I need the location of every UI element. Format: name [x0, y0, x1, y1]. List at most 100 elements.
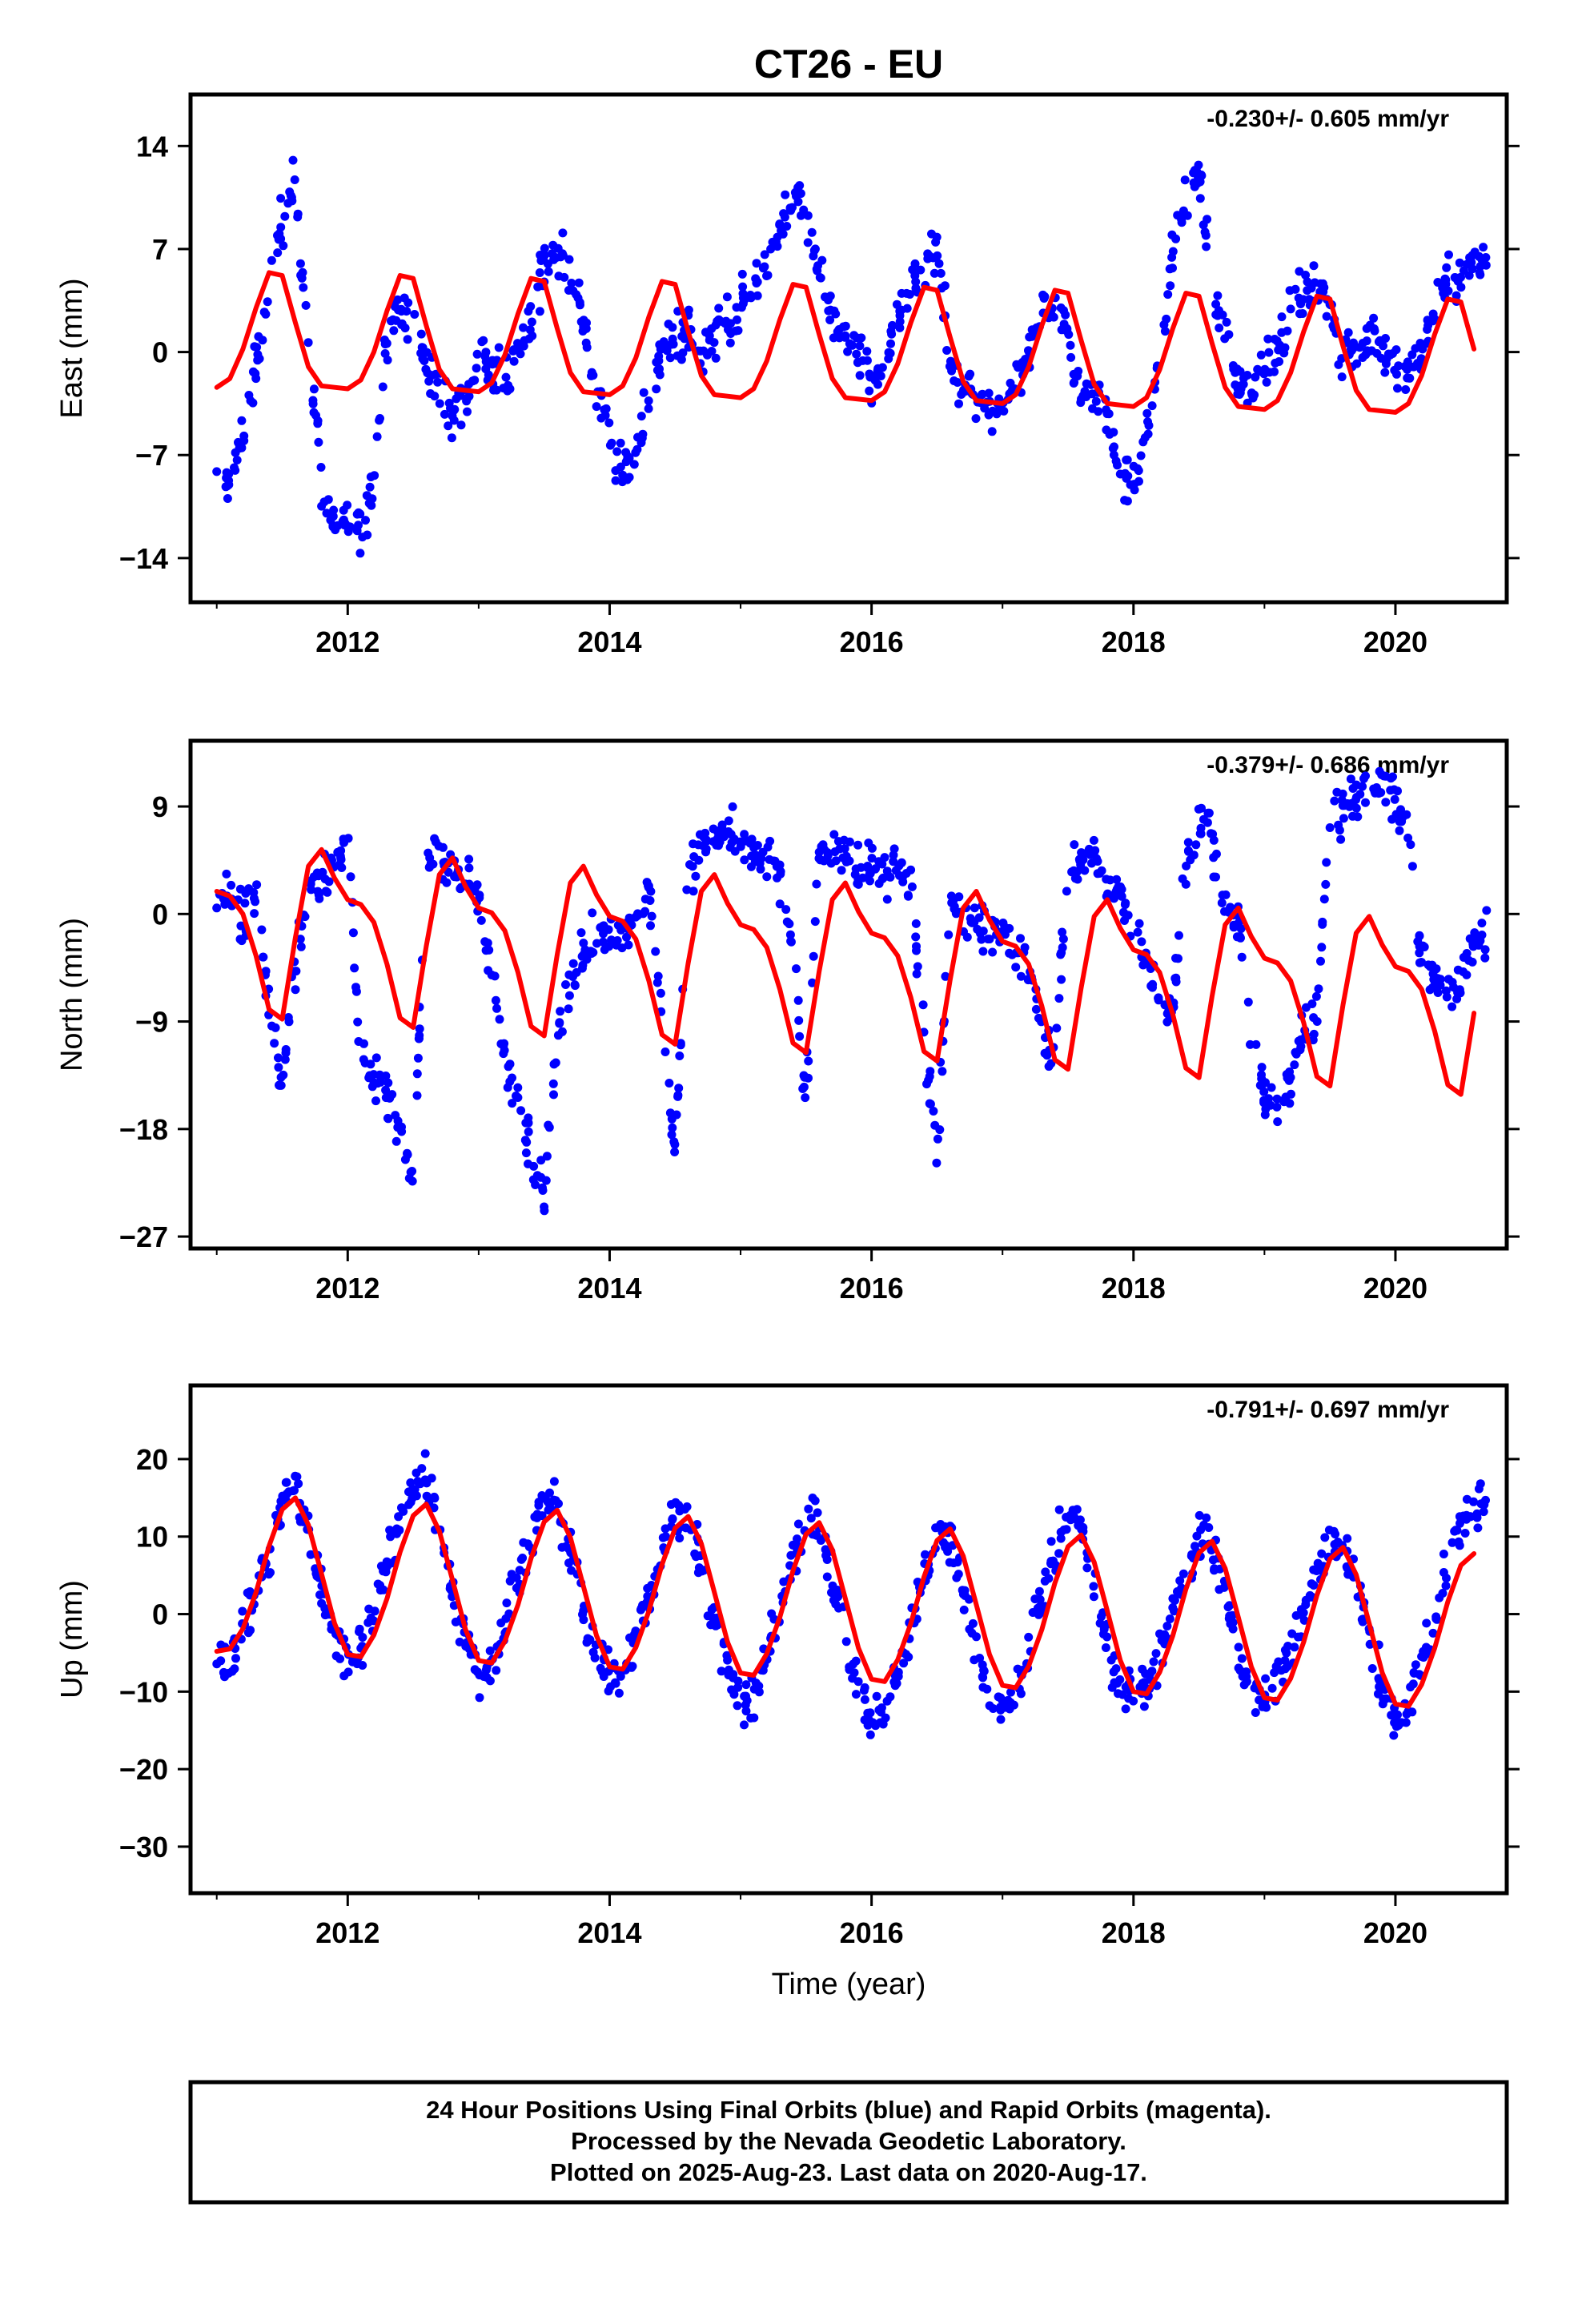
north-observation-point	[1334, 820, 1343, 830]
north-observation-point	[391, 1136, 401, 1146]
north-x-tick-label: 2012	[315, 1272, 379, 1305]
east-observation-point	[1069, 369, 1078, 379]
north-observation-point	[1089, 835, 1098, 845]
up-observation-point	[412, 1468, 421, 1478]
east-observation-point	[1277, 312, 1287, 322]
north-observation-point	[1474, 940, 1484, 950]
north-observation-point	[840, 844, 849, 854]
north-observation-point	[933, 1134, 942, 1144]
up-observation-point	[872, 1691, 881, 1701]
east-observation-point	[567, 279, 576, 287]
north-frame	[188, 738, 1509, 1251]
north-observation-point	[624, 940, 633, 950]
north-observation-point	[1433, 980, 1443, 990]
up-observation-point	[1466, 1512, 1476, 1522]
east-observation-point	[1195, 194, 1205, 203]
north-observation-point	[798, 1084, 808, 1093]
east-observation-point	[383, 356, 392, 365]
up-observation-point	[306, 1550, 315, 1559]
east-observation-point	[1110, 442, 1118, 452]
east-observation-point	[716, 316, 725, 326]
north-observation-point	[688, 862, 697, 871]
north-observation-point	[812, 879, 821, 889]
up-observation-point	[972, 1632, 981, 1642]
east-x-tick-label: 2014	[577, 625, 641, 658]
up-observation-point	[220, 1672, 229, 1682]
north-observation-point	[476, 915, 486, 925]
east-observation-point	[953, 378, 962, 387]
north-observation-point	[257, 925, 267, 935]
up-observation-point	[1431, 1612, 1441, 1622]
up-observation-point	[422, 1491, 432, 1501]
north-observation-point	[1407, 862, 1417, 871]
north-observation-point	[702, 836, 712, 846]
north-observation-point	[227, 880, 236, 890]
east-observation-point	[873, 369, 882, 379]
east-observation-point	[1307, 283, 1316, 293]
up-observation-point	[317, 1598, 327, 1608]
north-observation-point	[935, 1125, 945, 1135]
north-observation-point	[1351, 803, 1361, 813]
east-observation-point	[402, 307, 412, 316]
north-observation-point	[564, 991, 574, 1000]
x-axis-label: Time (year)	[772, 1968, 926, 2001]
north-observation-point	[713, 827, 723, 837]
east-frame	[188, 92, 1509, 605]
east-observation-point	[1168, 263, 1177, 273]
east-observation-point	[1411, 344, 1420, 353]
north-observation-point	[652, 978, 662, 987]
up-observation-point	[282, 1478, 291, 1487]
north-observation-point	[307, 885, 316, 895]
north-observation-point	[795, 1031, 805, 1041]
east-observation-point	[636, 412, 646, 421]
east-observation-point	[1352, 359, 1362, 368]
north-observation-point	[1339, 814, 1348, 823]
east-observation-point	[934, 259, 944, 268]
up-observation-point	[816, 1536, 825, 1545]
north-y-tick-label: 9	[152, 790, 168, 823]
up-observation-point	[1473, 1523, 1483, 1533]
east-observation-point	[1122, 455, 1131, 464]
north-observation-point	[314, 891, 323, 900]
up-observation-point	[1160, 1630, 1170, 1639]
north-observation-point	[1120, 916, 1129, 925]
east-observation-point	[456, 420, 466, 430]
up-observation-point	[398, 1505, 408, 1514]
north-observation-point	[499, 1049, 508, 1059]
up-observation-point	[1173, 1587, 1182, 1596]
east-observation-point	[612, 447, 622, 456]
north-observation-point	[415, 1031, 424, 1040]
east-observation-point	[1343, 328, 1353, 337]
north-observation-point	[484, 945, 494, 955]
east-observation-point	[737, 269, 747, 279]
north-observation-point	[903, 891, 913, 900]
east-observation-point	[309, 384, 319, 394]
north-observation-point	[1092, 854, 1102, 863]
east-observation-point	[862, 347, 872, 356]
east-observation-point	[543, 259, 552, 268]
north-observation-point	[412, 1069, 422, 1079]
east-observation-point	[1180, 175, 1190, 185]
north-observation-point	[241, 889, 251, 898]
up-observation-point	[1054, 1549, 1064, 1558]
north-observation-point	[985, 935, 994, 944]
east-observation-point	[737, 303, 746, 312]
east-observation-point	[841, 331, 850, 340]
north-observation-point	[513, 1093, 523, 1102]
east-observation-point	[644, 396, 653, 405]
east-observation-point	[558, 228, 568, 238]
up-observation-point	[1208, 1555, 1218, 1565]
north-observation-point	[1174, 931, 1183, 940]
east-observation-point	[652, 384, 661, 394]
north-observation-point	[785, 919, 794, 929]
north-observation-point	[531, 1180, 540, 1189]
east-observation-point	[999, 406, 1009, 416]
north-observation-point	[383, 1078, 393, 1088]
north-observation-point	[279, 1070, 288, 1080]
up-observation-point	[901, 1650, 911, 1659]
east-observation-point	[611, 476, 620, 485]
east-observation-point	[574, 278, 584, 287]
north-rate-label: -0.379+/- 0.686 mm/yr	[1207, 752, 1449, 778]
up-y-tick-label: −10	[119, 1675, 168, 1708]
chart-title: CT26 - EU	[754, 42, 943, 86]
